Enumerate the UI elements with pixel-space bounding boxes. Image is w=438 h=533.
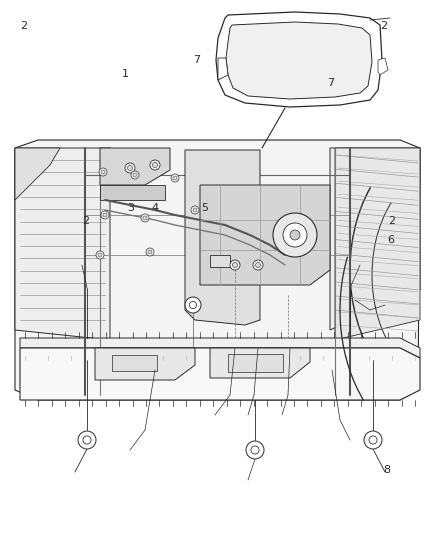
Polygon shape xyxy=(210,348,310,378)
Circle shape xyxy=(246,441,264,459)
Circle shape xyxy=(103,213,107,217)
Circle shape xyxy=(283,223,307,247)
Circle shape xyxy=(189,301,197,309)
Polygon shape xyxy=(218,58,228,80)
Circle shape xyxy=(83,436,91,444)
Text: 2: 2 xyxy=(21,21,28,30)
Circle shape xyxy=(99,168,107,176)
Bar xyxy=(228,354,283,372)
Circle shape xyxy=(230,260,240,270)
Circle shape xyxy=(146,248,154,256)
Circle shape xyxy=(364,431,382,449)
Circle shape xyxy=(150,160,160,170)
Circle shape xyxy=(253,260,263,270)
Circle shape xyxy=(251,446,259,454)
Circle shape xyxy=(98,253,102,257)
Circle shape xyxy=(233,262,237,268)
Circle shape xyxy=(148,250,152,254)
Text: 4: 4 xyxy=(152,203,159,213)
Circle shape xyxy=(369,436,377,444)
Polygon shape xyxy=(15,148,60,200)
Circle shape xyxy=(191,206,199,214)
Text: 8: 8 xyxy=(383,465,390,475)
Polygon shape xyxy=(200,185,330,285)
Circle shape xyxy=(101,170,105,174)
Circle shape xyxy=(101,211,109,219)
Circle shape xyxy=(143,216,147,220)
Circle shape xyxy=(127,166,133,171)
Polygon shape xyxy=(20,338,420,358)
Polygon shape xyxy=(335,148,420,340)
Polygon shape xyxy=(100,148,170,185)
Text: 5: 5 xyxy=(201,203,208,213)
Circle shape xyxy=(96,251,104,259)
Polygon shape xyxy=(15,148,110,340)
Circle shape xyxy=(273,213,317,257)
Polygon shape xyxy=(95,348,195,380)
Circle shape xyxy=(193,208,197,212)
Text: 3: 3 xyxy=(127,203,134,213)
Circle shape xyxy=(173,176,177,180)
Polygon shape xyxy=(185,150,260,325)
Circle shape xyxy=(78,431,96,449)
Circle shape xyxy=(125,163,135,173)
Text: 7: 7 xyxy=(327,78,334,87)
Text: 2: 2 xyxy=(82,216,89,226)
Circle shape xyxy=(255,262,261,268)
Text: 1: 1 xyxy=(121,69,128,78)
Circle shape xyxy=(141,214,149,222)
Text: 7: 7 xyxy=(193,55,200,65)
Bar xyxy=(210,255,230,267)
Polygon shape xyxy=(378,58,388,75)
Polygon shape xyxy=(330,148,420,330)
Circle shape xyxy=(131,171,139,179)
Circle shape xyxy=(171,174,179,182)
Bar xyxy=(112,355,157,371)
Circle shape xyxy=(290,230,300,240)
Polygon shape xyxy=(20,348,420,400)
Polygon shape xyxy=(226,22,372,99)
Circle shape xyxy=(133,173,137,177)
Text: 2: 2 xyxy=(380,21,387,30)
Circle shape xyxy=(185,297,201,313)
Text: 2: 2 xyxy=(389,216,396,226)
Circle shape xyxy=(152,163,158,167)
Polygon shape xyxy=(15,140,420,400)
Polygon shape xyxy=(100,185,165,200)
Polygon shape xyxy=(216,12,382,107)
Text: 6: 6 xyxy=(388,235,395,245)
